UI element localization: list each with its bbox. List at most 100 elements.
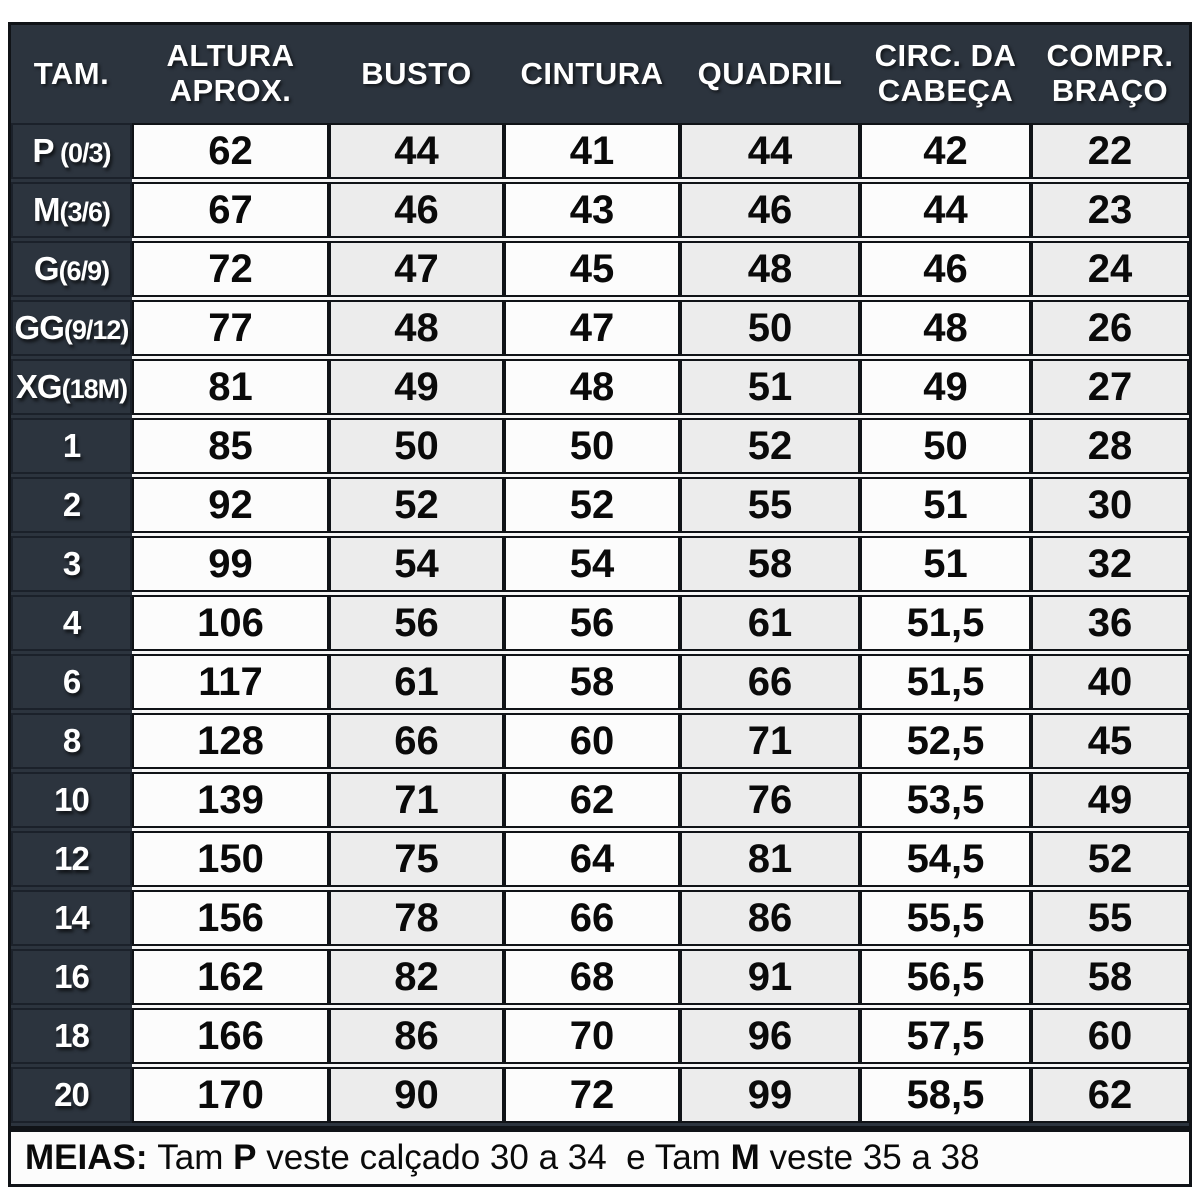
measurement-cell: 44 [329,123,504,179]
measurement-cell: 50 [860,418,1031,474]
size-label: 4 [11,595,132,651]
size-label-detail: (9/12) [63,315,130,345]
measurement-cell: 49 [1031,772,1189,828]
measurement-cell: 170 [132,1067,329,1123]
measurement-cell: 48 [329,300,504,356]
measurement-cell: 56 [329,595,504,651]
socks-note-seg1: Tam [147,1138,234,1177]
size-row: 12 150 75 64 81 54,5 52 [11,831,1189,887]
measurement-cell: 81 [132,359,329,415]
socks-note-seg2: veste calçado 30 a 34 e Tam [256,1138,731,1177]
size-row: M(3/6) 67 46 43 46 44 23 [11,182,1189,238]
size-label: 8 [11,713,132,769]
measurement-cell: 77 [132,300,329,356]
measurement-cell: 78 [329,890,504,946]
measurement-cell: 58 [1031,949,1189,1005]
measurement-cell: 62 [1031,1067,1189,1123]
size-row: 4 106 56 56 61 51,5 36 [11,595,1189,651]
measurement-cell: 82 [329,949,504,1005]
measurement-cell: 48 [680,241,860,297]
measurement-cell: 46 [329,182,504,238]
socks-note-size-m: M [730,1138,760,1177]
size-label-main: 14 [54,899,90,936]
measurement-cell: 26 [1031,300,1189,356]
measurement-cell: 48 [504,359,680,415]
measurement-cell: 60 [1031,1008,1189,1064]
measurement-cell: 99 [132,536,329,592]
size-row: 14 156 78 66 86 55,5 55 [11,890,1189,946]
measurement-cell: 62 [504,772,680,828]
measurement-cell: 55 [680,477,860,533]
measurement-cell: 52,5 [860,713,1031,769]
measurement-cell: 55 [1031,890,1189,946]
size-row: 20 170 90 72 99 58,5 62 [11,1067,1189,1123]
measurement-cell: 90 [329,1067,504,1123]
col-header-cintura: CINTURA [504,28,680,120]
measurement-cell: 86 [680,890,860,946]
measurement-cell: 51 [680,359,860,415]
measurement-cell: 57,5 [860,1008,1031,1064]
measurement-cell: 128 [132,713,329,769]
measurement-cell: 32 [1031,536,1189,592]
size-label-main: P [32,132,54,169]
size-row: GG(9/12) 77 48 47 50 48 26 [11,300,1189,356]
measurement-cell: 86 [329,1008,504,1064]
measurement-cell: 41 [504,123,680,179]
measurement-cell: 27 [1031,359,1189,415]
size-label: M(3/6) [11,182,132,238]
measurement-cell: 36 [1031,595,1189,651]
size-label: P (0/3) [11,123,132,179]
measurement-cell: 51,5 [860,595,1031,651]
measurement-cell: 58,5 [860,1067,1031,1123]
measurement-cell: 66 [680,654,860,710]
measurement-cell: 47 [504,300,680,356]
measurement-cell: 156 [132,890,329,946]
size-row: 1 85 50 50 52 50 28 [11,418,1189,474]
size-label-main: 20 [54,1076,90,1113]
size-row: 6 117 61 58 66 51,5 40 [11,654,1189,710]
measurement-cell: 52 [680,418,860,474]
size-label: GG(9/12) [11,300,132,356]
measurement-cell: 44 [860,182,1031,238]
size-row: 2 92 52 52 55 51 30 [11,477,1189,533]
measurement-cell: 24 [1031,241,1189,297]
measurement-cell: 71 [329,772,504,828]
measurement-cell: 67 [132,182,329,238]
size-label-main: M [32,191,60,228]
size-label-main: 2 [62,486,81,523]
size-row: 16 162 82 68 91 56,5 58 [11,949,1189,1005]
measurement-cell: 23 [1031,182,1189,238]
size-label: 14 [11,890,132,946]
col-header-tam: TAM. [11,28,132,120]
measurement-cell: 50 [680,300,860,356]
measurement-cell: 139 [132,772,329,828]
measurement-cell: 68 [504,949,680,1005]
size-row: 8 128 66 60 71 52,5 45 [11,713,1189,769]
measurement-cell: 85 [132,418,329,474]
measurement-cell: 66 [329,713,504,769]
size-label-main: GG [14,309,65,346]
measurement-cell: 46 [680,182,860,238]
measurement-cell: 54,5 [860,831,1031,887]
measurement-cell: 53,5 [860,772,1031,828]
measurement-cell: 81 [680,831,860,887]
socks-note-size-p: P [233,1138,257,1177]
measurement-cell: 52 [1031,831,1189,887]
measurement-cell: 52 [504,477,680,533]
measurement-cell: 106 [132,595,329,651]
measurement-cell: 72 [504,1067,680,1123]
size-label: 18 [11,1008,132,1064]
measurement-cell: 45 [504,241,680,297]
size-label-main: 10 [54,781,90,818]
measurement-cell: 54 [329,536,504,592]
size-label: 16 [11,949,132,1005]
measurement-cell: 55,5 [860,890,1031,946]
col-header-altura: ALTURA APROX. [132,28,329,120]
size-label: 3 [11,536,132,592]
measurement-cell: 46 [860,241,1031,297]
size-label: 1 [11,418,132,474]
measurement-cell: 60 [504,713,680,769]
measurement-cell: 162 [132,949,329,1005]
measurement-cell: 48 [860,300,1031,356]
measurement-cell: 75 [329,831,504,887]
